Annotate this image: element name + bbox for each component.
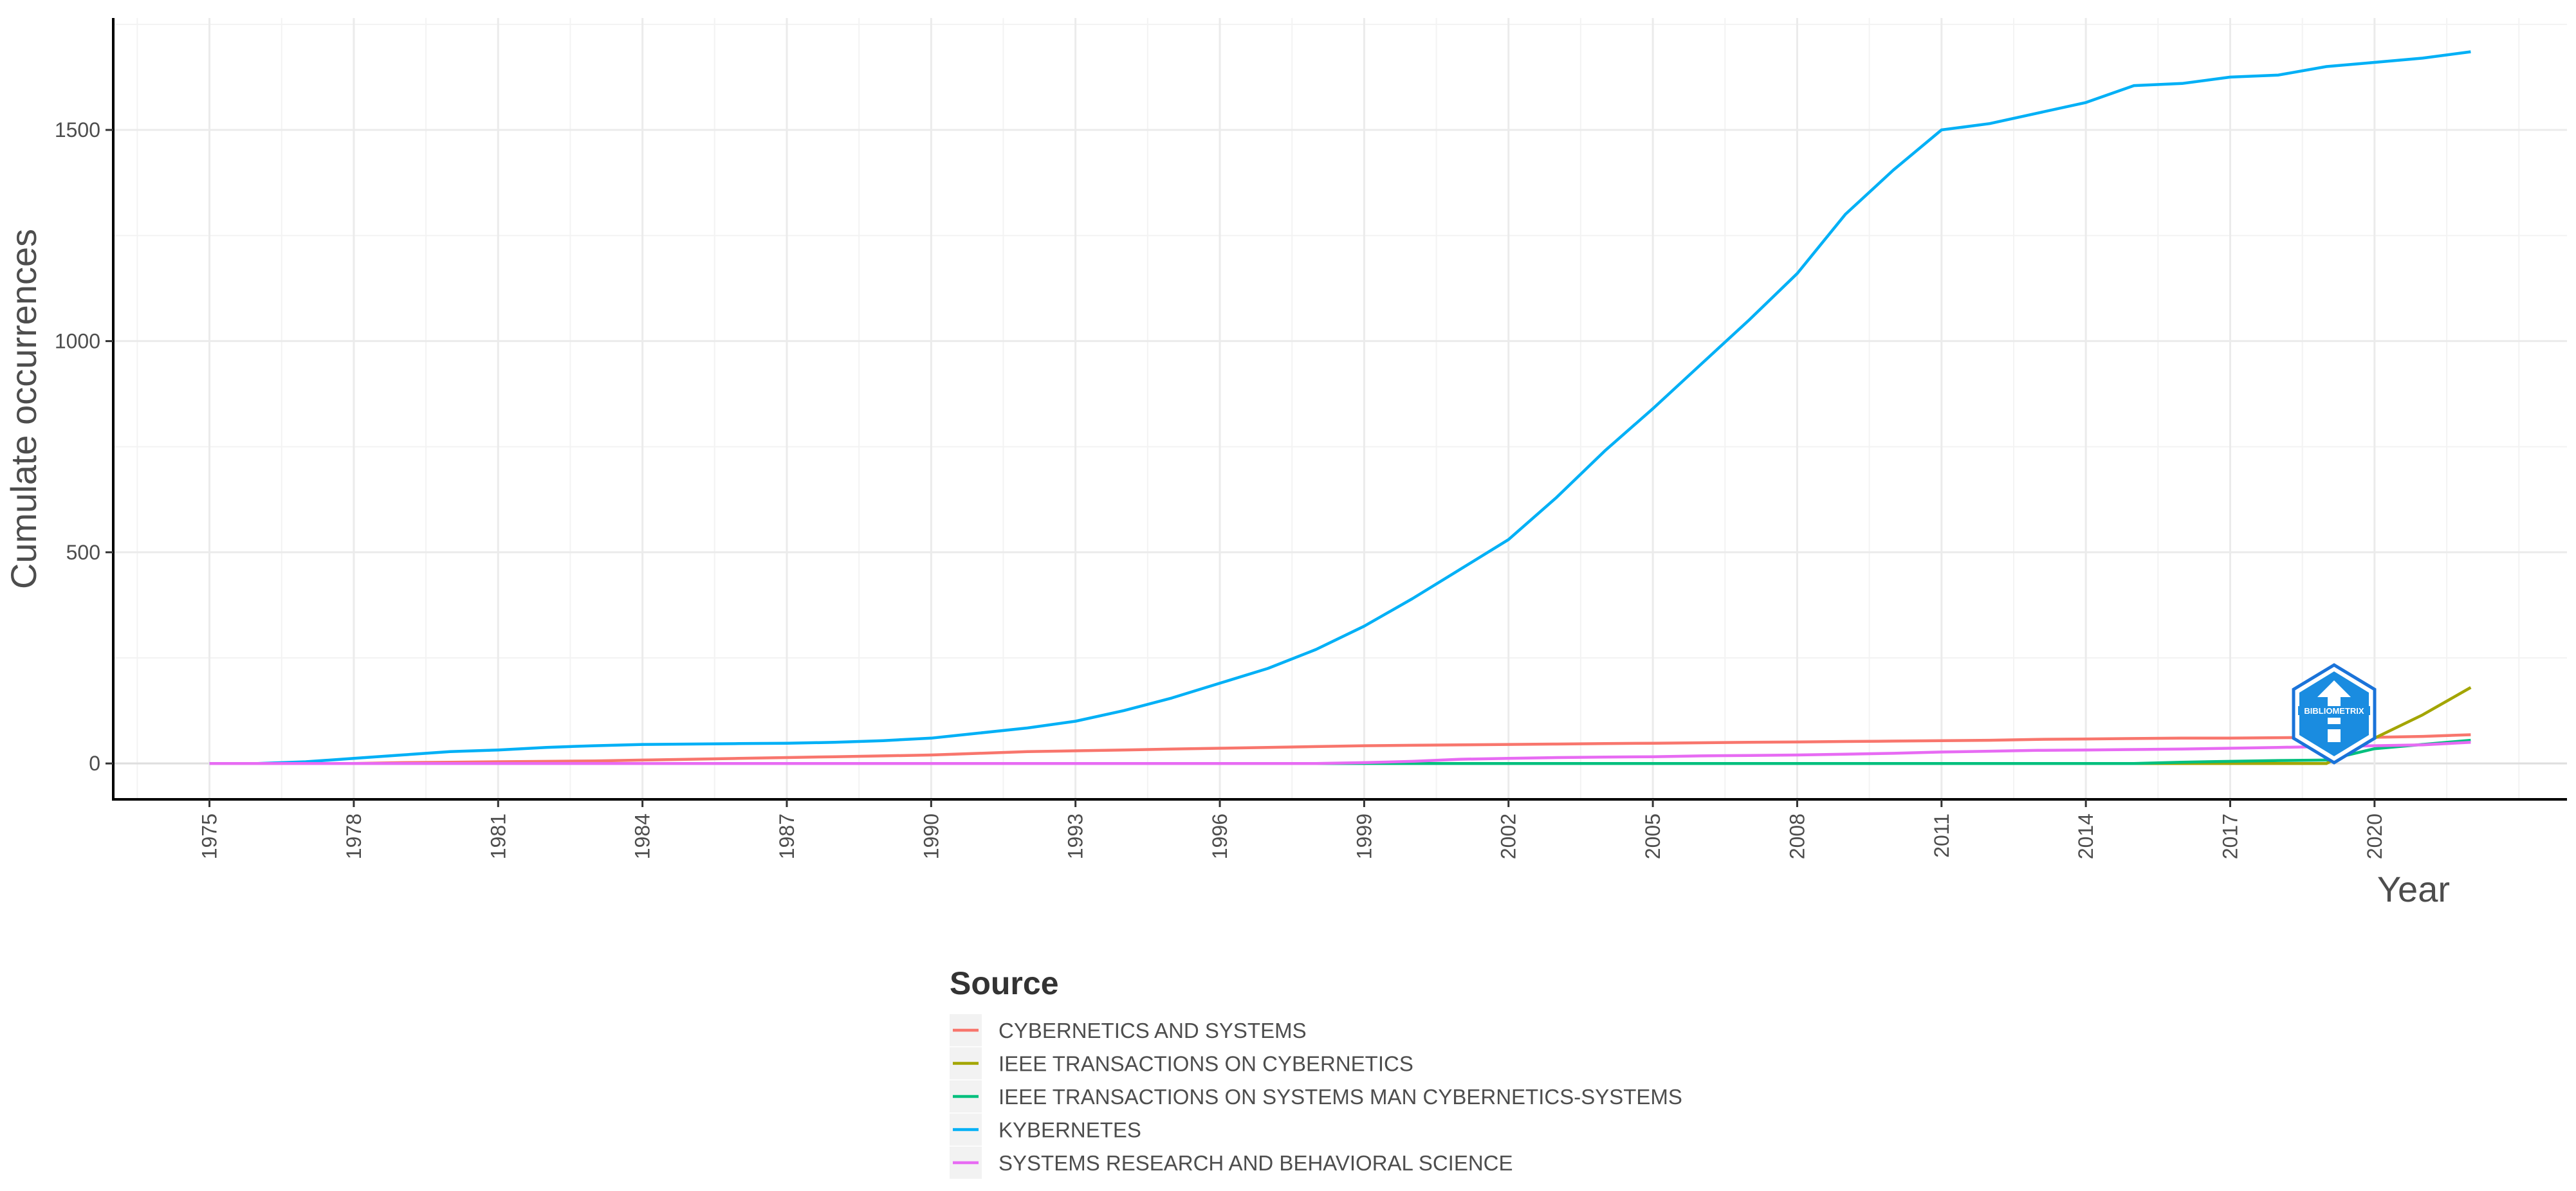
x-tick-label: 1993	[1064, 814, 1087, 859]
series-line-4	[209, 50, 2471, 765]
y-ticks: 0 500 1000 1500	[55, 118, 113, 775]
legend-label: IEEE TRANSACTIONS ON CYBERNETICS	[998, 1052, 1413, 1076]
series-lines	[209, 50, 2472, 765]
legend: CYBERNETICS AND SYSTEMS IEEE TRANSACTIONS…	[950, 1014, 1682, 1179]
bibliometrix-logo-icon: BIBLIOMETRIX	[2292, 663, 2377, 765]
x-tick-label: 2005	[1641, 814, 1664, 859]
x-tick-label: 1984	[631, 814, 654, 859]
x-tick-label: 2011	[1930, 814, 1953, 858]
x-tick-label: 2008	[1785, 814, 1808, 859]
axes	[112, 18, 2567, 801]
x-axis-title: Year	[2377, 869, 2450, 909]
y-tick-label: 1000	[55, 329, 100, 352]
x-ticks: 1975 1978 1981 1984 1987 1990 1993 1996 1999 2002…	[198, 799, 2386, 859]
legend-label: IEEE TRANSACTIONS ON SYSTEMS MAN CYBERNE…	[998, 1085, 1682, 1109]
x-tick-label: 1990	[919, 814, 943, 859]
legend-label: CYBERNETICS AND SYSTEMS	[998, 1019, 1307, 1042]
y-tick-label: 0	[89, 752, 100, 775]
x-tick-label: 1978	[342, 814, 365, 859]
x-tick-label: 1981	[486, 814, 510, 859]
legend-title: Source	[950, 965, 1059, 1001]
x-tick-label: 2002	[1497, 814, 1520, 859]
series-line-5	[209, 741, 2471, 765]
legend-label: SYSTEMS RESEARCH AND BEHAVIORAL SCIENCE	[998, 1151, 1513, 1175]
x-tick-label: 2017	[2219, 814, 2242, 859]
x-tick-label: 1975	[198, 814, 221, 859]
x-tick-label: 2020	[2363, 814, 2386, 859]
x-tick-label: 1987	[775, 814, 798, 859]
x-tick-label: 2014	[2074, 814, 2097, 859]
grid-minor	[113, 18, 2567, 799]
series-line-1	[209, 733, 2471, 765]
y-tick-label: 1500	[55, 118, 100, 141]
x-tick-label: 1996	[1208, 814, 1231, 859]
y-axis-title: Cumulate occurrences	[3, 229, 44, 589]
y-tick-label: 500	[66, 541, 100, 564]
svg-text:BIBLIOMETRIX: BIBLIOMETRIX	[2304, 706, 2364, 716]
x-tick-label: 1999	[1352, 814, 1375, 859]
legend-label: KYBERNETES	[998, 1118, 1141, 1142]
